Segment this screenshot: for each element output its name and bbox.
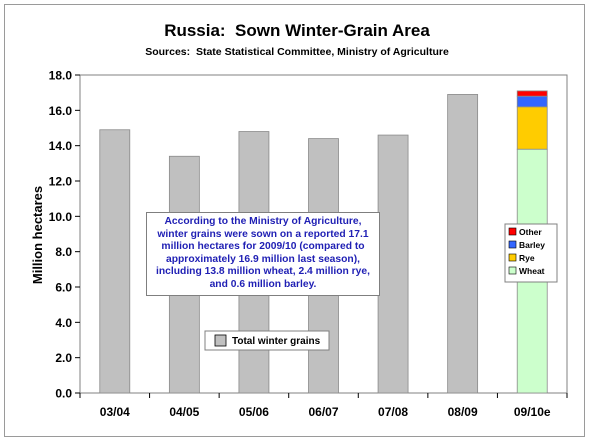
- bar-total-winter-grains: [377, 134, 409, 394]
- y-tick-label: 8.0: [55, 245, 72, 259]
- legend-total: Total winter grains: [204, 330, 330, 351]
- bar-rye: [516, 106, 548, 150]
- x-tick-label: 04/05: [169, 405, 199, 419]
- y-tick-label: 12.0: [49, 175, 73, 189]
- x-tick-label: 06/07: [308, 405, 338, 419]
- chart-title: Russia: Sown Winter-Grain Area: [164, 21, 430, 40]
- y-tick-label: 2.0: [55, 351, 72, 365]
- y-tick-label: 0.0: [55, 387, 72, 401]
- y-axis: 0.0 2.0 4.0 6.0 8.0 10.0 12.0 14.0 16.0 18.0: [49, 69, 80, 401]
- x-tick-label: 07/08: [378, 405, 408, 419]
- bar-other: [516, 90, 548, 97]
- legend-rye-label: Rye: [519, 253, 535, 263]
- x-tick-label: 08/09: [448, 405, 478, 419]
- y-tick-label: 4.0: [55, 316, 72, 330]
- legend-total-box: [204, 330, 330, 351]
- y-tick-label: 16.0: [49, 104, 73, 118]
- x-tick-label: 03/04: [100, 405, 130, 419]
- legend-barley-swatch: [508, 240, 517, 249]
- annotation-note: According to the Ministry of Agriculture…: [146, 212, 380, 296]
- bar-total-winter-grains: [447, 94, 479, 394]
- y-tick-label: 10.0: [49, 210, 73, 224]
- bar-barley: [516, 95, 548, 108]
- legend-other-swatch: [508, 227, 517, 236]
- legend-total-label: Total winter grains: [232, 336, 321, 347]
- y-tick-label: 6.0: [55, 281, 72, 295]
- legend-other-label: Other: [519, 227, 542, 237]
- legend-rye-swatch: [508, 253, 517, 262]
- x-tick-label: 09/10e: [514, 405, 551, 419]
- legend-total-swatch: [214, 334, 227, 347]
- y-tick-label: 18.0: [49, 69, 73, 83]
- bar-total-winter-grains: [99, 129, 131, 394]
- y-axis-label: Million hectares: [30, 186, 45, 284]
- chart-subtitle: Sources: State Statistical Committee, Mi…: [145, 46, 449, 58]
- legend-barley-label: Barley: [519, 240, 545, 250]
- legend-components: Other Barley Rye Wheat: [504, 223, 558, 283]
- x-axis: 03/04 04/05 05/06 06/07 07/08 08/09 09/10e: [79, 393, 568, 419]
- legend-wheat-swatch: [508, 266, 517, 275]
- legend-wheat-label: Wheat: [519, 266, 545, 276]
- y-tick-label: 14.0: [49, 139, 73, 153]
- x-tick-label: 05/06: [239, 405, 269, 419]
